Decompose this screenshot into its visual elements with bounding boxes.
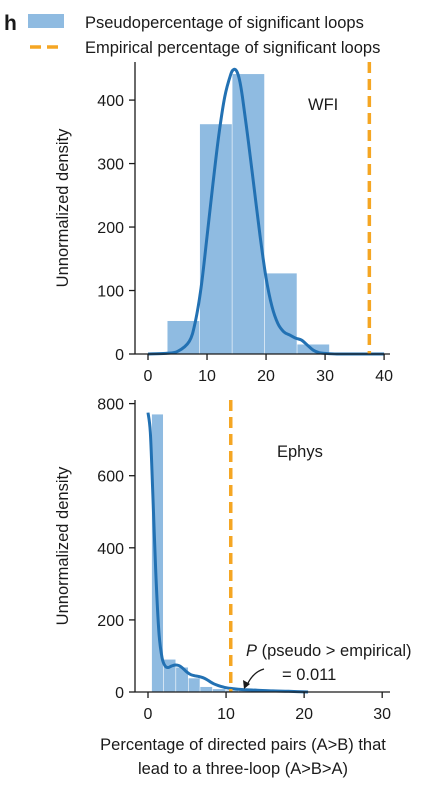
histogram-bars-wfi	[167, 74, 330, 355]
x-tick-label-ephys-0: 0	[144, 706, 153, 723]
x-tick-label-wfi-4: 40	[375, 368, 393, 385]
y-axis-title-ephys: Unnormalized density	[54, 466, 72, 625]
legend: Pseudopercentage of significant loops Em…	[28, 14, 380, 57]
histogram-bar-ephys-3	[188, 678, 200, 692]
histogram-bar-ephys-4	[200, 686, 213, 692]
series-label-wfi: WFI	[308, 96, 338, 114]
annotation-line1: P (pseudo > empirical)	[246, 642, 412, 660]
y-axis-title-wfi: Unnormalized density	[54, 128, 72, 287]
x-tick-label-ephys-2: 20	[295, 706, 313, 723]
panel-letter: h	[4, 12, 17, 35]
annotation-arrow-shaft	[246, 668, 265, 686]
x-tick-label-wfi-2: 20	[257, 368, 275, 385]
histogram-bar-wfi-2	[232, 74, 265, 355]
x-tick-label-ephys-3: 30	[373, 706, 391, 723]
y-tick-label-ephys-2: 400	[97, 541, 124, 558]
x-axis-title-line2: lead to a three-loop (A>B>A)	[138, 760, 348, 778]
panel-ephys: 0 10 20 30 0 200 400 600 800 Ephys Unnormalized …	[54, 397, 412, 723]
annotation-p-italic: P	[246, 642, 257, 660]
annotation-line2: = 0.011	[282, 666, 336, 684]
y-tick-label-wfi-4: 400	[97, 93, 124, 110]
x-tick-label-wfi-3: 30	[316, 368, 334, 385]
histogram-bar-wfi-3	[264, 273, 297, 354]
x-tick-label-wfi-0: 0	[144, 368, 153, 385]
histogram-bar-ephys-1	[163, 659, 176, 692]
legend-label-pseudo: Pseudopercentage of significant loops	[85, 14, 364, 32]
series-label-ephys: Ephys	[277, 443, 323, 461]
x-tick-label-wfi-1: 10	[198, 368, 216, 385]
legend-patch-pseudo	[28, 14, 64, 28]
legend-label-empirical: Empirical percentage of significant loop…	[85, 39, 380, 57]
y-tick-label-wfi-2: 200	[97, 220, 124, 237]
y-tick-label-wfi-3: 300	[97, 157, 124, 174]
kde-curve-wfi	[147, 67, 385, 356]
axes-ephys: 0 10 20 30 0 200 400 600 800	[97, 397, 391, 723]
x-axis-title-line1: Percentage of directed pairs (A>B) that	[100, 736, 386, 754]
histogram-bar-ephys-2	[176, 667, 188, 692]
y-tick-label-ephys-0: 0	[115, 685, 124, 702]
x-tick-label-ephys-1: 10	[217, 706, 235, 723]
annotation-arrow-head	[243, 680, 250, 689]
annotation-p-text: (pseudo > empirical)	[257, 642, 412, 660]
y-tick-label-ephys-4: 800	[97, 397, 124, 414]
kde-curve-ephys	[146, 412, 309, 694]
p-value-annotation: P (pseudo > empirical) = 0.011	[243, 642, 412, 689]
y-tick-label-ephys-3: 600	[97, 469, 124, 486]
histogram-bar-ephys-0	[151, 414, 164, 692]
y-tick-label-ephys-1: 200	[97, 613, 124, 630]
y-tick-label-wfi-1: 100	[97, 284, 124, 301]
histogram-bar-ephys-5	[212, 689, 226, 692]
y-tick-label-wfi-0: 0	[115, 347, 124, 364]
